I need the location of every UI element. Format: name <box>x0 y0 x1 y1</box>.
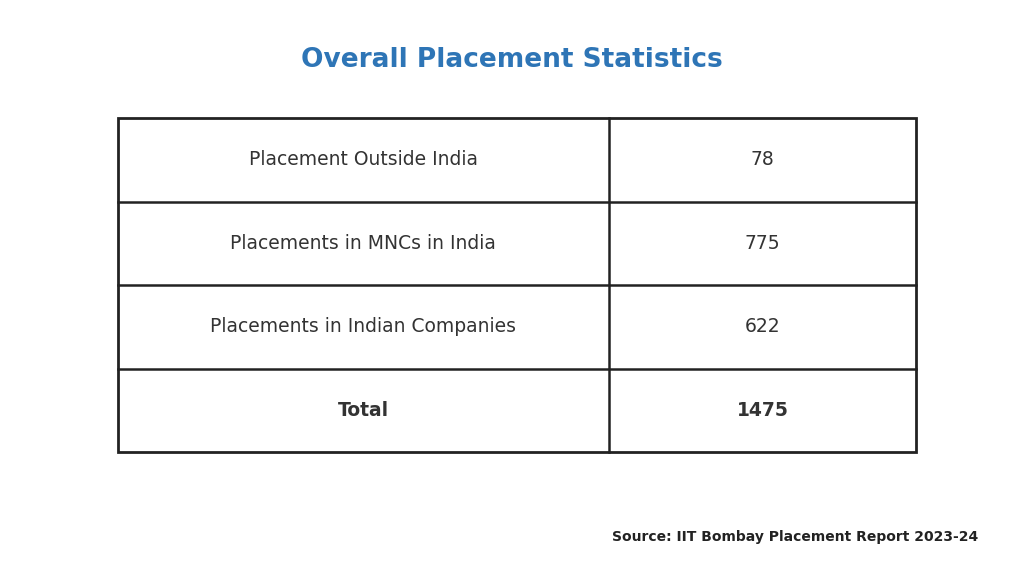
Text: Placement Outside India: Placement Outside India <box>249 150 478 169</box>
Text: Overall Placement Statistics: Overall Placement Statistics <box>301 47 723 74</box>
Bar <box>118 118 916 452</box>
Text: Placements in Indian Companies: Placements in Indian Companies <box>210 317 516 336</box>
Text: Source: IIT Bombay Placement Report 2023-24: Source: IIT Bombay Placement Report 2023… <box>611 530 978 544</box>
Text: Placements in MNCs in India: Placements in MNCs in India <box>230 234 497 253</box>
Text: Total: Total <box>338 401 389 420</box>
Text: 1475: 1475 <box>737 401 788 420</box>
Text: 78: 78 <box>751 150 774 169</box>
Text: 622: 622 <box>744 317 780 336</box>
Text: 775: 775 <box>744 234 780 253</box>
